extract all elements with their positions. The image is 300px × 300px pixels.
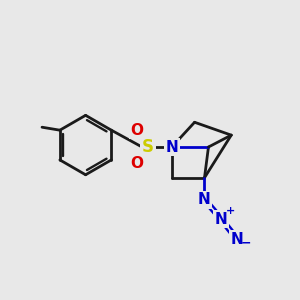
- Text: S: S: [142, 138, 154, 156]
- Text: −: −: [241, 237, 251, 250]
- Text: +: +: [226, 206, 235, 216]
- Text: N: N: [198, 192, 211, 207]
- Text: O: O: [130, 123, 144, 138]
- Text: N: N: [215, 212, 228, 227]
- Text: N: N: [165, 140, 178, 154]
- Text: N: N: [231, 232, 244, 247]
- Text: O: O: [130, 156, 144, 171]
